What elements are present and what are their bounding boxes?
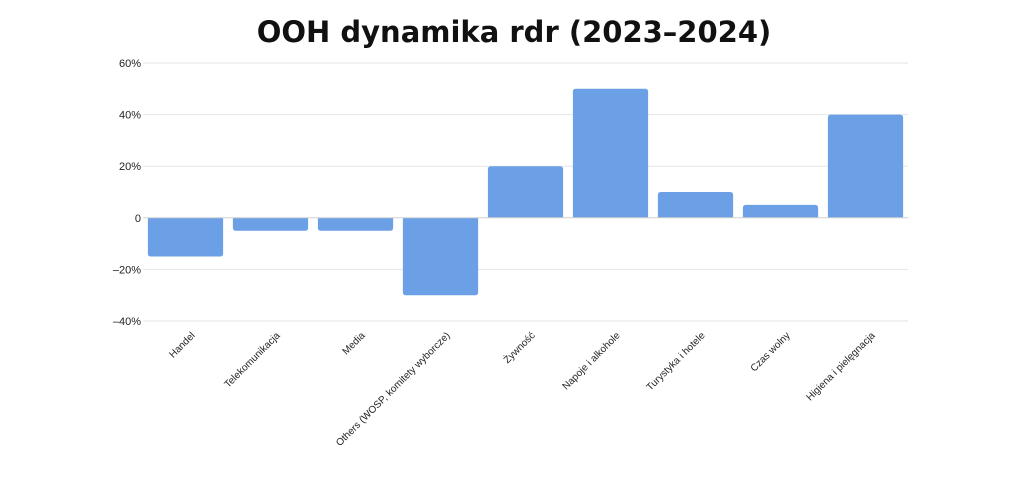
x-category-label: Handel	[167, 330, 197, 360]
bar	[232, 217, 309, 231]
y-tick-label: 20%	[119, 161, 141, 173]
x-category-label: Telekomunikacja	[223, 330, 283, 390]
y-tick-label: 60%	[119, 58, 141, 70]
bar	[402, 217, 479, 296]
x-category-label: Napoje i alkohole	[561, 330, 623, 392]
y-tick-label: –40%	[113, 316, 141, 328]
y-axis-ticks: 60% 40% 20% 0 –20% –40%	[113, 58, 141, 328]
bars	[147, 88, 904, 296]
y-tick-label: 40%	[119, 110, 141, 122]
bar	[657, 192, 734, 218]
bar	[487, 166, 564, 218]
x-category-label: Higiena i pielęgnacja	[805, 330, 878, 403]
bar	[742, 204, 819, 218]
x-category-label: Żywność	[501, 329, 538, 366]
bar	[572, 88, 649, 218]
bar	[827, 114, 904, 218]
x-category-label: Media	[341, 330, 368, 357]
bar	[317, 217, 394, 231]
chart-title: OOH dynamika rdr (2023–2024)	[257, 15, 772, 49]
y-tick-label: –20%	[113, 264, 141, 276]
x-category-label: Czas wolny	[749, 330, 793, 374]
x-category-label: Turystyka i hotele	[645, 330, 708, 393]
bar	[147, 217, 224, 257]
y-tick-label: 0	[135, 213, 141, 225]
